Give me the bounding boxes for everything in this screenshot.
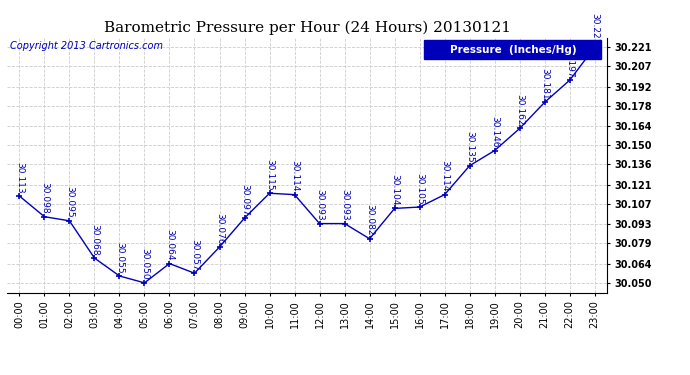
Text: 30.135: 30.135 xyxy=(465,131,474,163)
Text: Pressure  (Inches/Hg): Pressure (Inches/Hg) xyxy=(450,45,576,55)
Text: 30.076: 30.076 xyxy=(215,213,224,244)
Text: 30.115: 30.115 xyxy=(265,159,274,190)
Text: 30.064: 30.064 xyxy=(165,229,174,261)
Text: 30.093: 30.093 xyxy=(315,189,324,221)
Text: 30.114: 30.114 xyxy=(290,160,299,192)
Text: 30.097: 30.097 xyxy=(240,184,249,215)
Text: 30.181: 30.181 xyxy=(540,68,549,99)
Text: 30.055: 30.055 xyxy=(115,242,124,273)
Text: 30.221: 30.221 xyxy=(590,13,599,44)
Text: 30.113: 30.113 xyxy=(15,162,24,193)
Text: 30.093: 30.093 xyxy=(340,189,349,221)
Text: 30.146: 30.146 xyxy=(490,116,499,148)
Text: 30.082: 30.082 xyxy=(365,204,374,236)
Title: Barometric Pressure per Hour (24 Hours) 20130121: Barometric Pressure per Hour (24 Hours) … xyxy=(104,21,511,35)
Text: 30.105: 30.105 xyxy=(415,172,424,204)
Text: 30.050: 30.050 xyxy=(140,249,149,280)
Text: 30.057: 30.057 xyxy=(190,239,199,270)
Text: 30.098: 30.098 xyxy=(40,182,49,214)
Text: Copyright 2013 Cartronics.com: Copyright 2013 Cartronics.com xyxy=(10,41,163,51)
Text: 30.162: 30.162 xyxy=(515,94,524,126)
Text: 30.104: 30.104 xyxy=(390,174,399,206)
Text: 30.114: 30.114 xyxy=(440,160,449,192)
FancyBboxPatch shape xyxy=(424,40,601,59)
Text: 30.197: 30.197 xyxy=(565,46,574,78)
Text: 30.095: 30.095 xyxy=(65,186,74,218)
Text: 30.068: 30.068 xyxy=(90,224,99,255)
